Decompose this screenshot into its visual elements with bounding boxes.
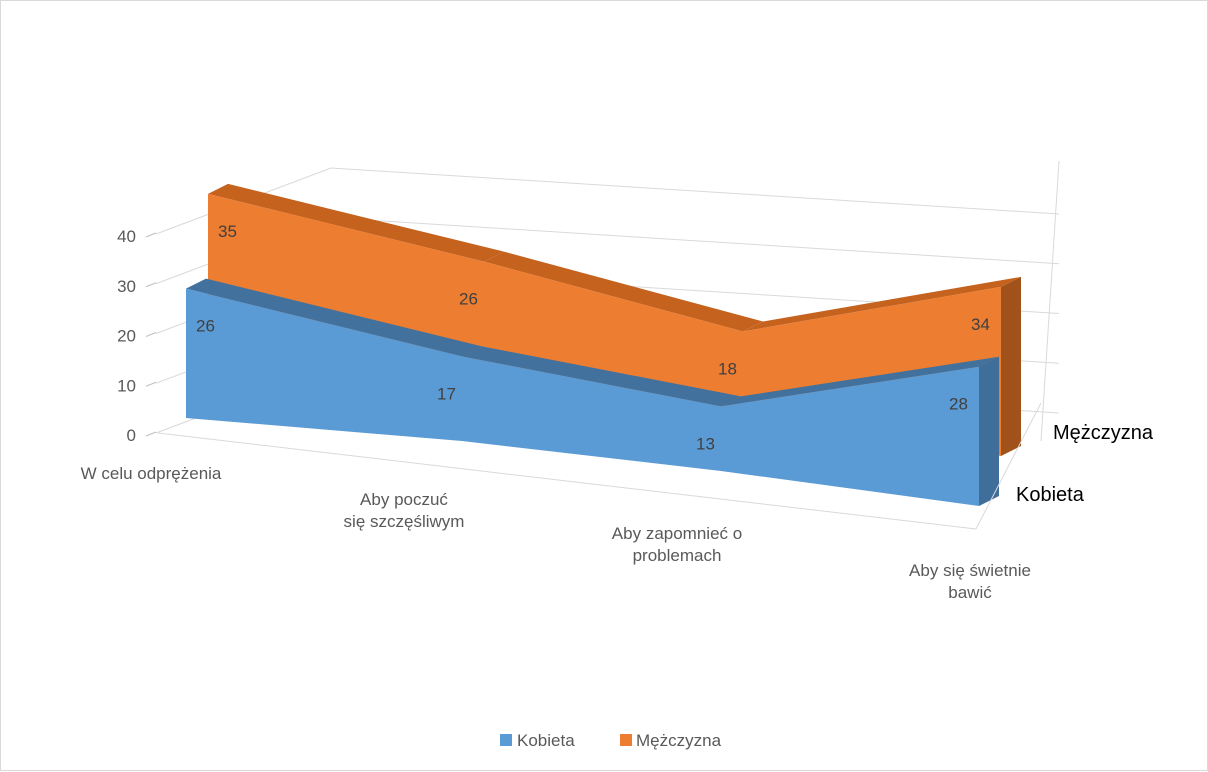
area-top-surface [721, 356, 999, 407]
legend-swatch-kobieta [500, 734, 512, 746]
data-label: 26 [196, 317, 215, 336]
area-side-face [1001, 276, 1021, 456]
y-tick-label: 30 [117, 277, 136, 296]
axes: 0 10 20 30 40 W celu odprężenia Aby poczuć się … [81, 227, 1154, 602]
series-group [186, 183, 1021, 506]
area-side-face [979, 356, 999, 506]
x-category-label: Aby się świetnie bawić [909, 561, 1031, 602]
data-label: 35 [218, 222, 237, 241]
y-tick-mark [145, 232, 157, 238]
x-category-label: W celu odprężenia [81, 464, 222, 483]
data-label: 17 [437, 384, 456, 403]
area-kobieta [186, 288, 979, 506]
legend-label-mezczyzna: Mężczyzna [636, 731, 722, 750]
area-top-surface [484, 251, 763, 332]
y-tick-mark [145, 431, 157, 437]
x-category-label: Aby zapomnieć o problemach [612, 524, 742, 565]
legend-swatch-mezczyzna [620, 734, 632, 746]
data-labels: 35 26 18 34 26 17 13 28 [196, 222, 990, 453]
legend-label-kobieta: Kobieta [517, 731, 575, 750]
depth-axis-label: Mężczyzna [1053, 422, 1154, 444]
series-kobieta [186, 278, 999, 506]
x-category-label: Aby poczuć się szczęśliwym [344, 490, 465, 531]
area-top-surface [186, 278, 482, 357]
y-tick-label: 40 [117, 227, 136, 246]
right-wall-edge [1040, 160, 1060, 442]
y-tick-mark [145, 332, 157, 337]
y-tick-label: 0 [127, 426, 136, 445]
y-tick-mark [145, 282, 157, 288]
area-top-surface [208, 183, 504, 262]
y-tick-mark [145, 381, 157, 387]
x-axis-line [157, 432, 977, 530]
data-label: 34 [971, 315, 990, 334]
legend: Kobieta Mężczyzna [500, 731, 722, 750]
y-tick-label: 20 [117, 327, 136, 346]
data-label: 18 [718, 359, 737, 378]
data-label: 26 [459, 290, 478, 309]
depth-axis-line [975, 402, 1042, 530]
area-top-surface [743, 276, 1021, 332]
area-top-surface [462, 346, 741, 407]
data-label: 13 [696, 434, 715, 453]
depth-axis-label: Kobieta [1016, 484, 1085, 506]
data-label: 28 [949, 395, 968, 414]
y-tick-label: 10 [117, 376, 136, 395]
